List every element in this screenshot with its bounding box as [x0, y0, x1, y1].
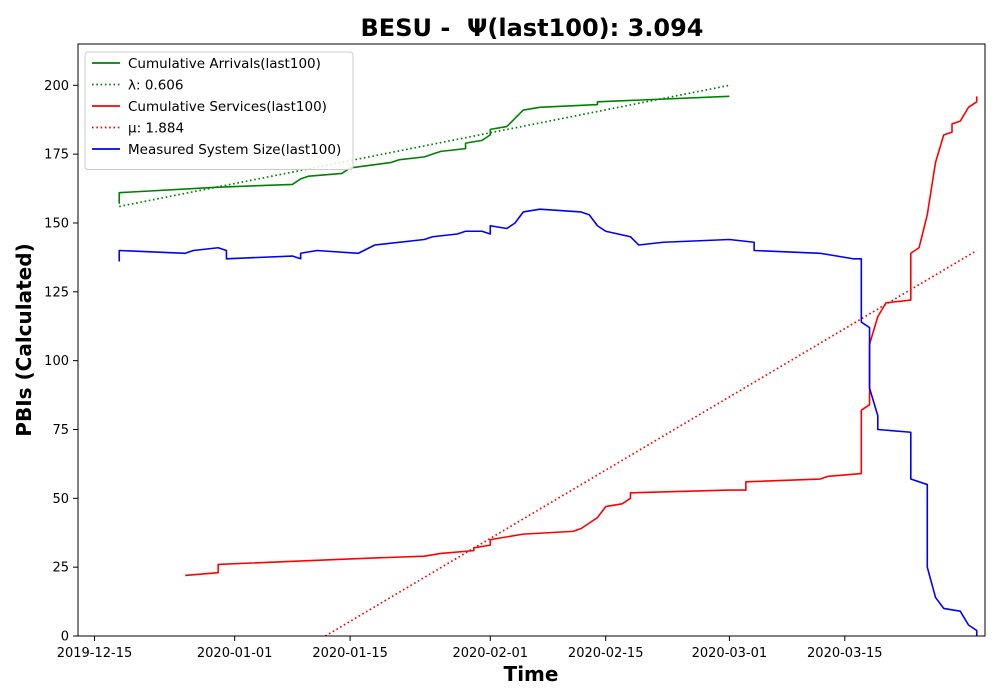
y-tick-label: 25: [52, 561, 69, 576]
series-line-2: [119, 84, 730, 208]
series-line-1: [118, 95, 730, 204]
series-line-5: [118, 208, 978, 636]
legend: Cumulative Arrivals(last100) λ: 0.606 Cumu…: [84, 51, 354, 170]
x-axis: 2019-12-15 2020-01-01 2020-01-15 2020-02-01…: [57, 636, 883, 661]
legend-box: [84, 51, 354, 170]
y-tick-label: 175: [44, 148, 69, 163]
plot-frame: [77, 43, 986, 637]
x-tick-label: 2020-01-15: [312, 646, 388, 661]
y-tick-label: 0: [61, 630, 69, 645]
chart-title: BESU - Ψ(last100): 3.094: [361, 14, 704, 42]
legend-label-1-884: μ: 1.884: [128, 121, 184, 137]
y-tick-label: 50: [52, 492, 69, 507]
y-tick-label: 75: [52, 423, 69, 438]
legend-label-cumulative-services-last100: Cumulative Services(last100): [128, 99, 327, 115]
series-line-4: [324, 249, 978, 636]
x-axis-label: Time: [504, 662, 559, 686]
legend-label-0-606: λ: 0.606: [128, 78, 183, 94]
y-tick-label: 200: [44, 79, 69, 94]
y-tick-label: 100: [44, 354, 69, 369]
x-tick-label: 2020-02-01: [452, 646, 528, 661]
x-tick-label: 2020-03-01: [692, 646, 768, 661]
x-tick-label: 2020-03-15: [807, 646, 883, 661]
x-tick-label: 2019-12-15: [57, 646, 133, 661]
y-axis: 0 25 50 75 100 125 150 175 200: [44, 79, 78, 645]
y-axis-label: PBIs (Calculated): [12, 243, 36, 436]
series-layer: [118, 84, 978, 636]
legend-label-measured-system-size-last100: Measured System Size(last100): [128, 142, 341, 158]
x-tick-label: 2020-01-01: [197, 646, 273, 661]
legend-label-cumulative-arrivals-last100: Cumulative Arrivals(last100): [128, 56, 321, 72]
x-tick-label: 2020-02-15: [568, 646, 644, 661]
y-tick-label: 125: [44, 285, 69, 300]
y-tick-label: 150: [44, 216, 69, 231]
